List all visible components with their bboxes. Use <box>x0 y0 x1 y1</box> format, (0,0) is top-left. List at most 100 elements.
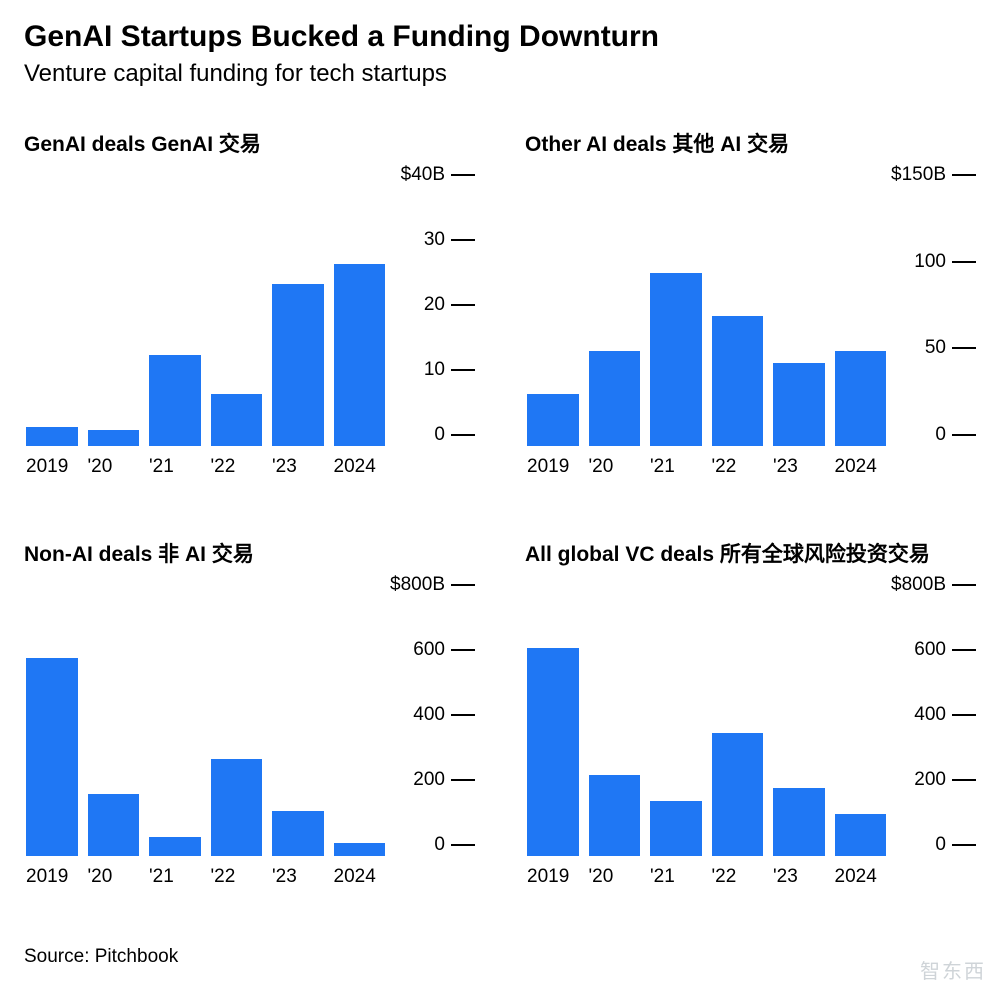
x-tick-label: '21 <box>650 866 702 888</box>
x-tick-label: '22 <box>712 866 764 888</box>
y-tick: 0 <box>451 434 475 436</box>
panel-title: All global VC deals 所有全球风险投资交易 <box>525 538 976 568</box>
tick-mark <box>952 347 976 349</box>
tick-mark <box>451 779 475 781</box>
tick-mark <box>451 239 475 241</box>
y-tick-label: $800B <box>390 574 445 596</box>
x-tick-label: 2019 <box>26 456 78 478</box>
y-tick-label: 10 <box>424 359 445 381</box>
y-tick-label: $40B <box>401 164 445 186</box>
chart-area: $40B3020100 <box>24 186 475 446</box>
x-tick-label: 2024 <box>334 456 386 478</box>
bars-row <box>24 186 387 446</box>
x-axis-row: 2019'20'21'22'232024 <box>525 446 976 478</box>
x-tick-label: '20 <box>589 456 641 478</box>
x-tick-label: '21 <box>650 456 702 478</box>
watermark: 智东西 <box>920 955 986 984</box>
bar <box>589 775 641 856</box>
y-tick: 30 <box>451 239 475 241</box>
x-axis-labels: 2019'20'21'22'232024 <box>24 856 387 888</box>
panel-title: Other AI deals 其他 AI 交易 <box>525 128 976 158</box>
bar <box>149 837 201 857</box>
y-tick-label: 30 <box>424 229 445 251</box>
y-tick: 600 <box>952 649 976 651</box>
tick-mark <box>451 434 475 436</box>
y-axis: $800B6004002000 <box>387 596 475 856</box>
page-title: GenAI Startups Bucked a Funding Downturn <box>24 20 976 54</box>
x-tick-label: '20 <box>88 866 140 888</box>
bars-zone <box>24 186 387 446</box>
y-tick-label: 50 <box>925 337 946 359</box>
bar <box>835 814 887 856</box>
bar <box>773 788 825 856</box>
tick-mark <box>952 174 976 176</box>
bar <box>88 794 140 856</box>
y-tick-label: $150B <box>891 164 946 186</box>
page-subtitle: Venture capital funding for tech startup… <box>24 60 976 88</box>
y-tick-label: 0 <box>935 834 946 856</box>
y-tick: 0 <box>952 844 976 846</box>
x-tick-label: 2019 <box>527 866 579 888</box>
x-tick-label: '20 <box>589 866 641 888</box>
x-axis-spacer <box>387 856 475 888</box>
bar <box>650 273 702 446</box>
x-tick-label: 2024 <box>835 866 887 888</box>
y-tick: $40B <box>451 174 475 176</box>
bars-row <box>525 596 888 856</box>
tick-mark <box>952 434 976 436</box>
x-axis-spacer <box>888 446 976 478</box>
x-tick-label: '23 <box>773 456 825 478</box>
chart-area: $800B6004002000 <box>525 596 976 856</box>
y-tick: $800B <box>952 584 976 586</box>
chart-panel: Non-AI deals 非 AI 交易$800B60040020002019'… <box>24 538 475 888</box>
bars-row <box>525 186 888 446</box>
bar <box>712 316 764 446</box>
y-tick-label: 20 <box>424 294 445 316</box>
x-axis-row: 2019'20'21'22'232024 <box>525 856 976 888</box>
y-axis: $150B100500 <box>888 186 976 446</box>
x-tick-label: '23 <box>272 456 324 478</box>
source-attribution: Source: Pitchbook <box>24 946 178 968</box>
tick-mark <box>952 714 976 716</box>
bar <box>334 843 386 856</box>
bars-zone <box>24 596 387 856</box>
y-tick-label: 200 <box>413 769 445 791</box>
bar <box>149 355 201 446</box>
y-axis: $40B3020100 <box>387 186 475 446</box>
chart-panel: All global VC deals 所有全球风险投资交易 $800B 600 40… <box>525 538 976 888</box>
y-axis: $800B6004002000 <box>888 596 976 856</box>
bar <box>211 759 263 857</box>
tick-mark <box>451 844 475 846</box>
x-axis-row: 2019 '20 '21 '22 '23 2024 <box>24 446 475 478</box>
chart-grid: GenAI deals GenAI 交易$40B30201002019'20'2… <box>24 128 976 888</box>
tick-mark <box>451 584 475 586</box>
chart-area: $800B6004002000 <box>24 596 475 856</box>
tick-mark <box>952 584 976 586</box>
x-tick-label: '22 <box>211 456 263 478</box>
y-tick-label: 600 <box>413 639 445 661</box>
bar <box>527 648 579 856</box>
y-tick: 20 <box>451 304 475 306</box>
y-tick: 200 <box>952 779 976 781</box>
y-tick: 10 <box>451 369 475 371</box>
x-tick-label: '21 <box>149 866 201 888</box>
y-tick-label: 0 <box>434 424 445 446</box>
y-tick-label: 400 <box>914 704 946 726</box>
y-tick: 200 <box>451 779 475 781</box>
y-tick-label: 200 <box>914 769 946 791</box>
tick-mark <box>451 369 475 371</box>
x-tick-label: '20 <box>88 456 140 478</box>
y-tick-label: $800B <box>891 574 946 596</box>
x-axis-labels: 2019'20'21'22'232024 <box>525 856 888 888</box>
y-tick: 100 <box>952 261 976 263</box>
y-tick: $800B <box>451 584 475 586</box>
chart-panel: Other AI deals 其他 AI 交易$150B1005002019'2… <box>525 128 976 478</box>
bar <box>589 351 641 446</box>
x-tick-label: 2024 <box>334 866 386 888</box>
bar <box>26 658 78 856</box>
x-tick-label: '21 <box>149 456 201 478</box>
y-tick: 600 <box>451 649 475 651</box>
x-tick-label: '22 <box>211 866 263 888</box>
y-tick: 400 <box>952 714 976 716</box>
bar <box>650 801 702 856</box>
